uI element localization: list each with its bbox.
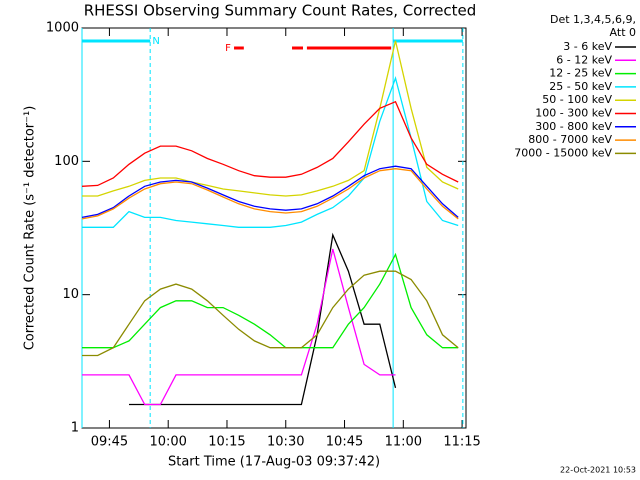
legend-label: 25 - 50 keV (549, 80, 612, 93)
y-tick-label: 1 (71, 421, 79, 436)
y-axis-label: Corrected Count Rate (s⁻¹ detector⁻¹) (23, 106, 38, 351)
series-line (82, 40, 459, 197)
y-tick-label: 1000 (46, 21, 79, 36)
x-tick-label: 10:45 (326, 435, 363, 450)
legend-label: 6 - 12 keV (556, 53, 612, 66)
legend-label: 100 - 300 keV (535, 107, 612, 120)
series-line (81, 165, 459, 219)
series-line (82, 248, 396, 406)
legend-label: 50 - 100 keV (542, 93, 612, 106)
series-line (129, 232, 397, 406)
x-tick-label: 09:45 (91, 435, 128, 450)
x-tick-label: 10:15 (208, 435, 245, 450)
legend-header: Det 1,3,4,5,6,9, (550, 13, 636, 26)
x-axis-label: Start Time (17-Aug-03 09:37:42) (168, 455, 380, 470)
series-line (82, 76, 459, 228)
series-line (82, 270, 459, 357)
series-line (81, 168, 459, 220)
chart-title: RHESSI Observing Summary Count Rates, Co… (84, 2, 477, 20)
y-tick-label: 10 (62, 287, 79, 302)
series-line (82, 252, 459, 349)
legend-label: 7000 - 15000 keV (514, 146, 612, 159)
x-tick-label: 10:30 (267, 435, 304, 450)
legend-header: Att 0 (610, 26, 636, 39)
y-tick-label: 100 (54, 154, 79, 169)
legend-label: 3 - 6 keV (563, 40, 612, 53)
footer: 22-Oct-2021 10:53 (560, 466, 636, 475)
legend-label: 800 - 7000 keV (528, 133, 612, 146)
legend-label: 300 - 800 keV (535, 120, 612, 133)
legend-label: 12 - 25 keV (549, 67, 612, 80)
flag-label: F (225, 43, 231, 54)
x-tick-label: 11:00 (385, 435, 422, 450)
x-tick-label: 11:15 (443, 435, 480, 450)
series-line (81, 100, 459, 187)
x-tick-label: 10:00 (149, 435, 186, 450)
flag-label: N (152, 36, 159, 47)
